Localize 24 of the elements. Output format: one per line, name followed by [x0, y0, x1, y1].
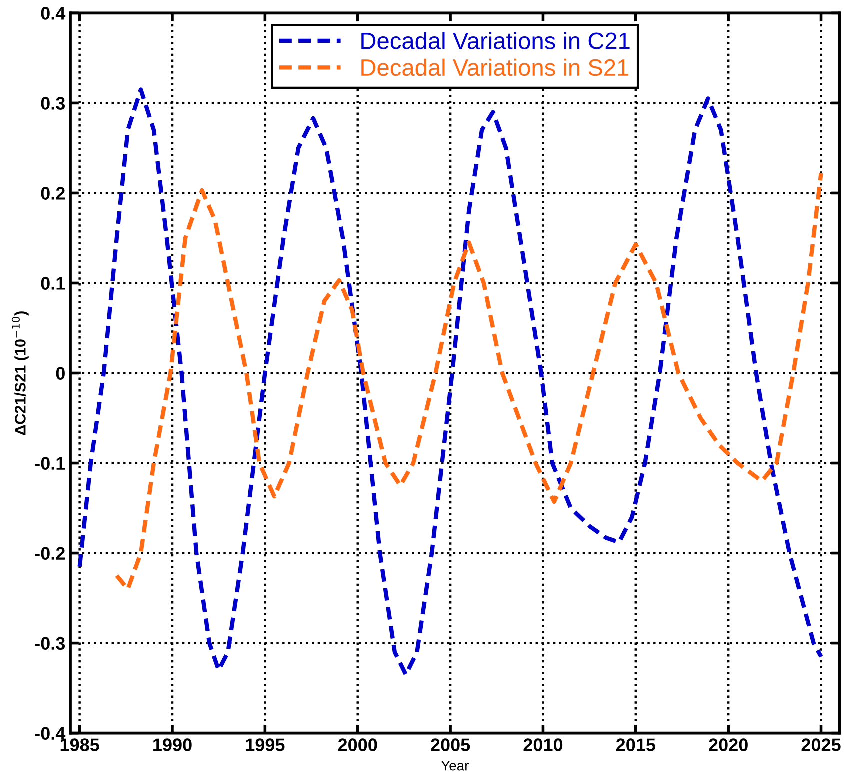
x-axis-title: Year [441, 761, 469, 771]
x-tick-label: 2015 [616, 738, 656, 752]
y-tick-label: -0.3 [35, 637, 66, 650]
x-tick-label: 1985 [60, 738, 100, 752]
x-tick-label: 2000 [338, 738, 378, 752]
legend-label: Decadal Variations in C21 [362, 32, 630, 50]
x-tick-label: 1990 [154, 738, 192, 752]
x-tick-label: 1995 [246, 738, 285, 752]
line-series [78, 88, 824, 677]
y-tick-label: 0 [56, 367, 65, 380]
y-tick-label: 0.3 [41, 97, 66, 110]
x-tick-label: 2005 [431, 738, 470, 752]
y-tick-label: -0.4 [35, 727, 66, 740]
legend-label: Decadal Variations in S21 [362, 58, 628, 76]
x-tick-label: 2025 [802, 738, 841, 752]
y-tick-label: -0.2 [35, 547, 65, 560]
y-tick-label: 0.1 [41, 277, 66, 290]
line-series [114, 171, 824, 592]
x-tick-label: 2010 [524, 738, 563, 752]
x-tick-label: 2020 [709, 738, 748, 752]
y-tick-label: 0.4 [41, 7, 66, 20]
y-axis-title: ΔC21/S21 (10$^{−10}$) [12, 312, 29, 436]
y-tick-label: -0.1 [35, 457, 66, 470]
y-tick-label: 0.2 [41, 187, 65, 200]
